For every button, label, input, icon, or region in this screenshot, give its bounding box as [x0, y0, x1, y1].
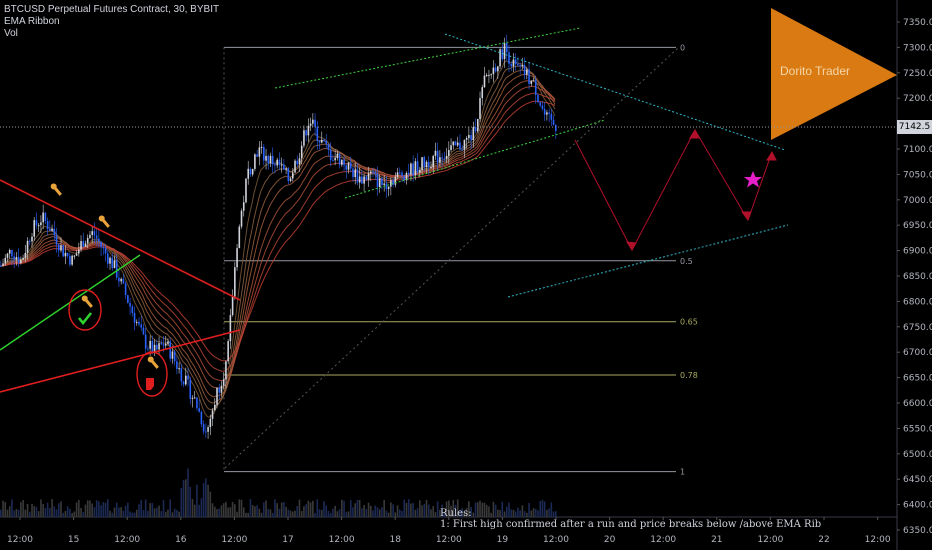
price-tick-label: 7000.0 — [903, 196, 932, 206]
symbol-title[interactable]: BTCUSD Perpetual Futures Contract, 30, B… — [4, 4, 220, 15]
price-tick-label: 7250.0 — [903, 69, 932, 79]
price-tick-label: 6650.0 — [903, 374, 932, 384]
fib-level-label: 0.5 — [680, 257, 693, 266]
volume-label[interactable]: Vol — [4, 28, 18, 39]
fib-level-label: 1 — [680, 468, 685, 477]
time-tick-label: 12:00 — [436, 535, 462, 545]
time-tick-label: 12:00 — [221, 535, 247, 545]
check-icon — [77, 312, 93, 326]
time-tick-label: 12:00 — [7, 535, 33, 545]
time-tick-label: 22 — [818, 535, 829, 545]
time-tick-label: 20 — [604, 535, 616, 545]
fib-level-label: 0.78 — [680, 371, 698, 380]
brand-label: Dorito Trader — [780, 64, 851, 78]
price-tick-label: 6900.0 — [903, 247, 932, 257]
ema-ribbon-label[interactable]: EMA Ribbon — [4, 16, 60, 27]
thumbs-down-icon — [146, 378, 154, 390]
time-tick-label: 15 — [68, 535, 79, 545]
chart-legend: BTCUSD Perpetual Futures Contract, 30, B… — [4, 4, 219, 40]
price-axis[interactable]: 7350.07300.07250.07200.07150.07100.07050… — [897, 18, 932, 536]
price-tick-label: 6700.0 — [903, 348, 932, 358]
fib-level-label: 0 — [680, 43, 685, 52]
wrench-icon — [98, 215, 110, 228]
price-tick-label: 7200.0 — [903, 94, 932, 104]
projection-path — [574, 128, 777, 252]
ema-ribbon — [0, 60, 556, 418]
price-tick-label: 7350.0 — [903, 18, 932, 28]
current-price-tag: 7142.5 — [897, 120, 932, 134]
wrench-icon — [81, 295, 93, 308]
annotation-markers — [68, 289, 168, 397]
price-tick-label: 6950.0 — [903, 221, 932, 231]
time-tick-label: 16 — [175, 535, 187, 545]
time-axis[interactable]: 12:00 15 12:00 16 12:00 17 12:00 18 12:00 19 12:00… — [7, 517, 891, 545]
rules-heading: Rules: — [440, 508, 472, 519]
volume-bars — [0, 468, 557, 517]
fib-retracement: 0 0.5 0.65 0.78 1 — [223, 43, 698, 477]
price-tick-label: 6550.0 — [903, 424, 932, 434]
price-tick-label: 6800.0 — [903, 297, 932, 307]
price-tick-label: 6400.0 — [903, 501, 932, 511]
trend-lines — [0, 27, 789, 469]
star-icon — [744, 171, 762, 188]
time-tick-label: 17 — [282, 535, 293, 545]
time-tick-label: 19 — [497, 535, 509, 545]
time-tick-label: 21 — [711, 535, 722, 545]
fib-level-label: 0.65 — [680, 318, 698, 327]
dorito-logo — [771, 8, 897, 140]
rules-text: Rules: 1: First high confirmed after a r… — [440, 508, 821, 530]
price-tick-label: 7100.0 — [903, 145, 932, 155]
price-tick-label: 6500.0 — [903, 450, 932, 460]
price-tick-label: 7050.0 — [903, 170, 932, 180]
wrench-icon — [50, 183, 62, 196]
time-tick-label: 12:00 — [543, 535, 569, 545]
time-tick-label: 18 — [389, 535, 401, 545]
price-tick-label: 6450.0 — [903, 475, 932, 485]
rules-line-1: 1: First high confirmed after a run and … — [440, 519, 822, 530]
time-tick-label: 12:00 — [650, 535, 676, 545]
time-tick-label: 12:00 — [329, 535, 355, 545]
time-tick-label: 12:00 — [757, 535, 783, 545]
wrench-icons — [50, 183, 159, 369]
time-tick-label: 12:00 — [865, 535, 891, 545]
price-tick-label: 6600.0 — [903, 399, 932, 409]
price-tick-label: 6750.0 — [903, 323, 932, 333]
candles — [0, 34, 557, 439]
wrench-icon — [147, 356, 159, 369]
price-tick-label: 6350.0 — [903, 526, 932, 536]
time-tick-label: 12:00 — [114, 535, 140, 545]
price-tick-label: 6850.0 — [903, 272, 932, 282]
price-tick-label: 7300.0 — [903, 43, 932, 53]
